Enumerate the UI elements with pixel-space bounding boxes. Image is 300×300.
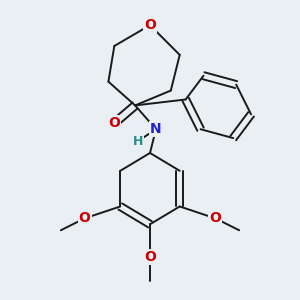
- Text: O: O: [144, 250, 156, 264]
- Text: O: O: [79, 212, 91, 225]
- Text: O: O: [108, 116, 120, 130]
- Text: H: H: [133, 135, 143, 148]
- Text: N: N: [150, 122, 162, 136]
- Text: O: O: [209, 212, 221, 225]
- Text: O: O: [144, 18, 156, 32]
